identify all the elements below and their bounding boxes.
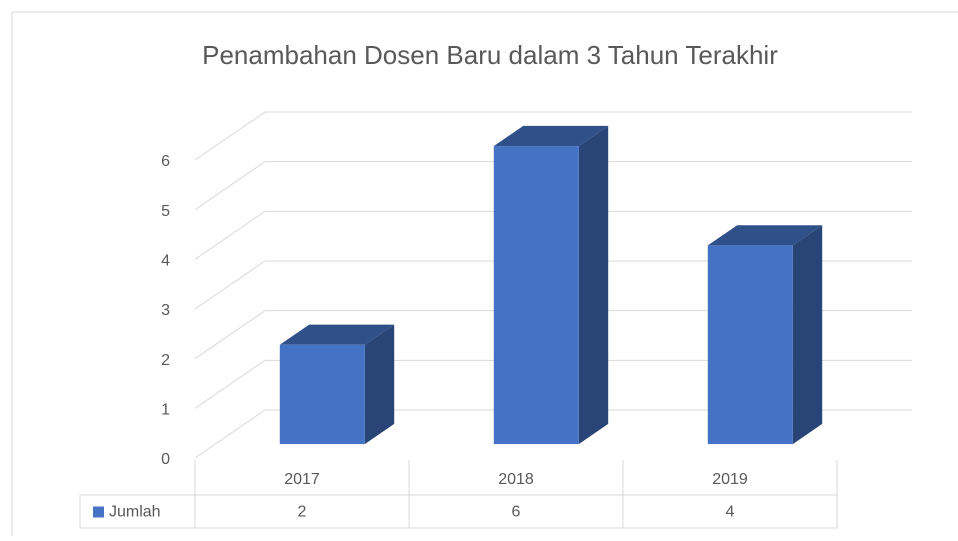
grid-line: [194, 260, 266, 310]
grid-line: [194, 359, 266, 409]
x-tick-label: 2019: [712, 471, 748, 488]
bar: [707, 245, 793, 445]
x-tick-label: 2018: [498, 471, 534, 488]
bar-top: [493, 125, 609, 147]
chart-title: Penambahan Dosen Baru dalam 3 Tahun Tera…: [202, 40, 778, 70]
chart-frame: [11, 11, 958, 541]
grid-line: [194, 161, 266, 211]
y-tick-label: 6: [161, 153, 170, 170]
y-tick-label: 2: [161, 352, 170, 369]
bar-side: [578, 125, 609, 445]
grid-line: [194, 409, 266, 459]
table-value: 6: [512, 504, 521, 521]
legend-swatch: [93, 506, 104, 518]
grid-line: [194, 111, 266, 161]
bar-top: [707, 225, 823, 246]
legend-label: Jumlah: [109, 504, 161, 521]
bar-top: [279, 324, 395, 345]
grid-line: [194, 210, 266, 260]
bar: [493, 146, 579, 445]
bar-side: [364, 324, 395, 445]
bar: [279, 344, 365, 445]
y-tick-label: 3: [161, 302, 170, 319]
bar-side: [792, 225, 823, 445]
x-tick-label: 2017: [284, 471, 320, 488]
y-tick-label: 5: [161, 203, 170, 220]
y-tick-label: 1: [161, 402, 170, 419]
y-tick-label: 0: [161, 451, 170, 468]
grid-line: [194, 310, 266, 360]
table-value: 2: [298, 504, 307, 521]
table-value: 4: [726, 504, 735, 521]
y-tick-label: 4: [161, 253, 170, 270]
